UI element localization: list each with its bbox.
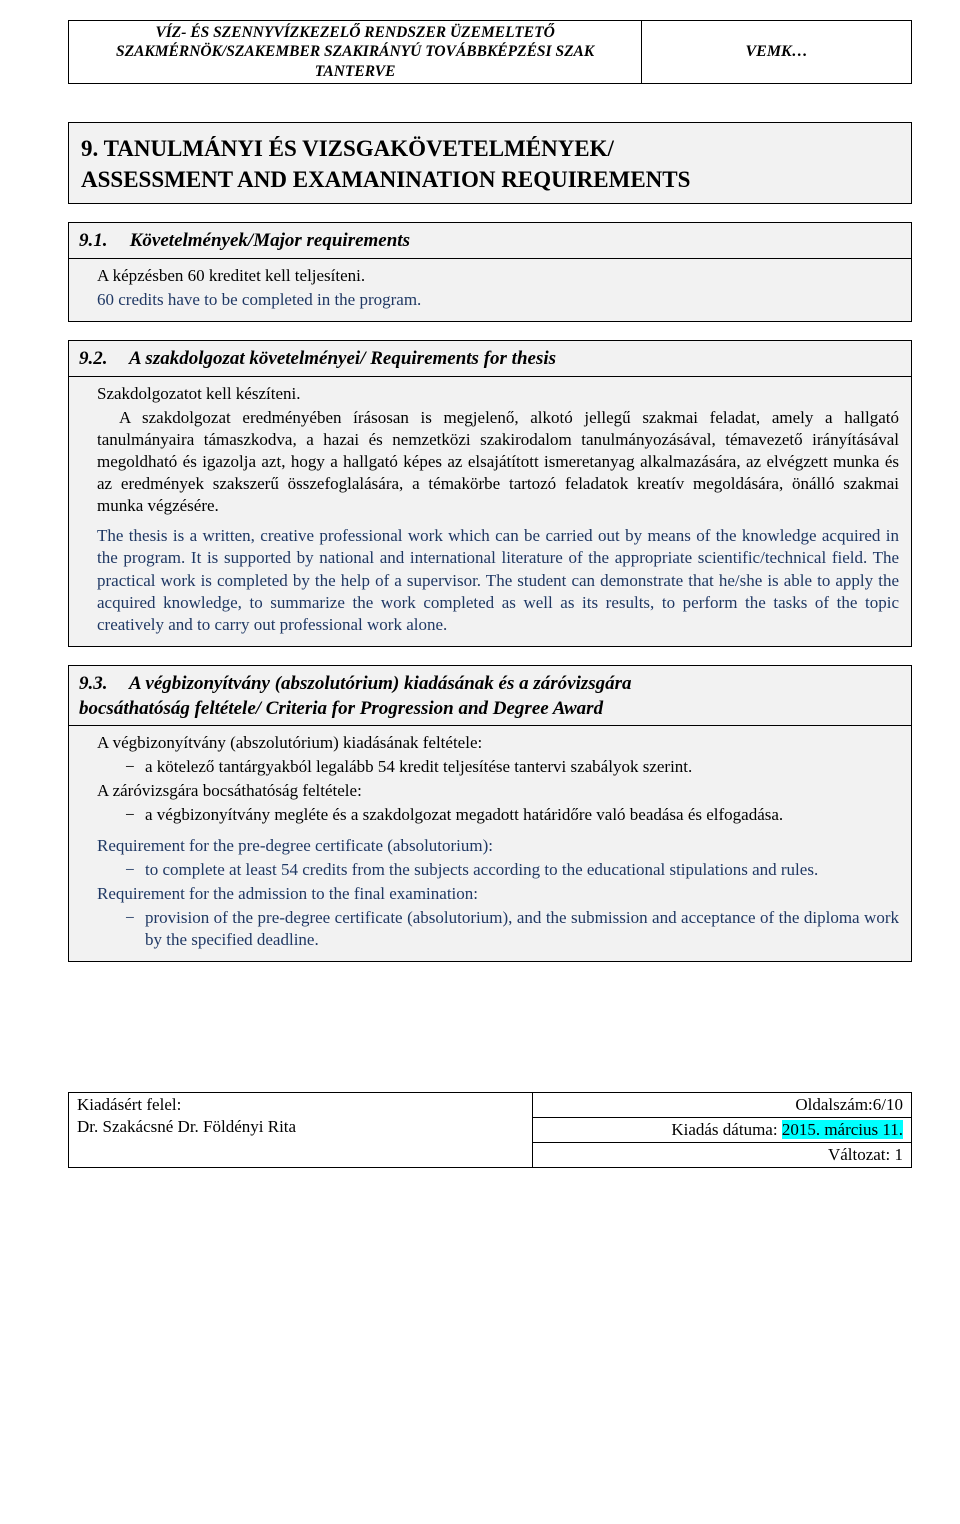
section-9-3-num: 9.3.	[79, 672, 125, 697]
header-right-cell: VEMK…	[642, 21, 912, 84]
s93-hu-intro1: A végbizonyítvány (abszolutórium) kiadás…	[97, 732, 899, 754]
s92-en: The thesis is a written, creative profes…	[97, 525, 899, 635]
page-header: VÍZ- ÉS SZENNYVÍZKEZELŐ RENDSZER ÜZEMELT…	[68, 20, 912, 84]
s93-en-b1: to complete at least 54 credits from the…	[125, 859, 899, 881]
s93-hu-intro2: A záróvizsgára bocsáthatóság feltétele:	[97, 780, 899, 802]
footer-r2b: 2015. március 11.	[782, 1120, 903, 1139]
section-9-3: 9.3. A végbizonyítvány (abszolutórium) k…	[68, 665, 912, 962]
s93-hu-list2: a végbizonyítvány megléte és a szakdolgo…	[97, 804, 899, 826]
s93-hu-b1: a kötelező tantárgyakból legalább 54 kre…	[125, 756, 899, 778]
section-9-1-title: Követelmények/Major requirements	[130, 230, 410, 251]
s92-hu2: A szakdolgozat eredményében írásosan is …	[97, 407, 899, 517]
section-9-2-heading: 9.2. A szakdolgozat követelményei/ Requi…	[69, 341, 911, 377]
section-9-3-title-line1: A végbizonyítvány (abszolutórium) kiadás…	[129, 673, 632, 694]
section-9-1: 9.1. Követelmények/Major requirements A …	[68, 222, 912, 322]
header-left-cell: VÍZ- ÉS SZENNYVÍZKEZELŐ RENDSZER ÜZEMELT…	[69, 21, 642, 84]
s91-hu: A képzésben 60 kreditet kell teljesíteni…	[97, 265, 899, 287]
section-9-2-num: 9.2.	[79, 347, 125, 372]
header-left-line1: VÍZ- ÉS SZENNYVÍZKEZELŐ RENDSZER ÜZEMELT…	[155, 24, 554, 41]
footer-r1-cell: Oldalszám:6/10	[532, 1093, 911, 1118]
header-right-text: VEMK…	[745, 43, 807, 60]
section-9-1-heading: 9.1. Követelmények/Major requirements	[69, 223, 911, 259]
s92-hu1: Szakdolgozatot kell készíteni.	[97, 383, 899, 405]
section-9-2: 9.2. A szakdolgozat követelményei/ Requi…	[68, 340, 912, 647]
footer-left-cell: Kiadásért felel: Dr. Szakácsné Dr. Földé…	[69, 1093, 533, 1168]
s93-en-intro2: Requirement for the admission to the fin…	[97, 883, 899, 905]
section-9-2-body: Szakdolgozatot kell készíteni. A szakdol…	[69, 377, 911, 646]
footer-r1: Oldalszám:6/10	[795, 1095, 903, 1114]
section-9-1-body: A képzésben 60 kreditet kell teljesíteni…	[69, 259, 911, 321]
section-9-title-line2: ASSESSMENT AND EXAMANINATION REQUIREMENT…	[81, 167, 690, 192]
section-9-title: 9. TANULMÁNYI ÉS VIZSGAKÖVETELMÉNYEK/ AS…	[68, 122, 912, 204]
s93-en-b2: provision of the pre-degree certificate …	[125, 907, 899, 951]
s93-en-intro1: Requirement for the pre-degree certifica…	[97, 835, 899, 857]
footer-l1: Kiadásért felel:	[77, 1095, 181, 1114]
section-9-3-body: A végbizonyítvány (abszolutórium) kiadás…	[69, 726, 911, 961]
s93-hu-b2: a végbizonyítvány megléte és a szakdolgo…	[125, 804, 899, 826]
footer-r2-cell: Kiadás dátuma: 2015. március 11.	[532, 1118, 911, 1143]
footer-r2a: Kiadás dátuma:	[671, 1120, 781, 1139]
section-9-3-title-line2: bocsáthatóság feltétele/ Criteria for Pr…	[79, 698, 603, 719]
section-9-title-line1: 9. TANULMÁNYI ÉS VIZSGAKÖVETELMÉNYEK/	[81, 136, 614, 161]
s93-en-list1: to complete at least 54 credits from the…	[97, 859, 899, 881]
section-9-1-num: 9.1.	[79, 229, 125, 254]
footer-l2: Dr. Szakácsné Dr. Földényi Rita	[77, 1117, 296, 1136]
header-left-line3: TANTERVE	[315, 63, 396, 80]
page-footer: Kiadásért felel: Dr. Szakácsné Dr. Földé…	[68, 1092, 912, 1168]
footer-table: Kiadásért felel: Dr. Szakácsné Dr. Földé…	[68, 1092, 912, 1168]
header-left-line2: SZAKMÉRNÖK/SZAKEMBER SZAKIRÁNYÚ TOVÁBBKÉ…	[116, 43, 594, 60]
section-9-3-heading: 9.3. A végbizonyítvány (abszolutórium) k…	[69, 666, 911, 726]
s93-en-list2: provision of the pre-degree certificate …	[97, 907, 899, 951]
s91-en: 60 credits have to be completed in the p…	[97, 289, 899, 311]
footer-r3-cell: Változat: 1	[532, 1143, 911, 1168]
section-9-2-title: A szakdolgozat követelményei/ Requiremen…	[129, 348, 556, 369]
footer-r3: Változat: 1	[828, 1145, 903, 1164]
s93-hu-list1: a kötelező tantárgyakból legalább 54 kre…	[97, 756, 899, 778]
